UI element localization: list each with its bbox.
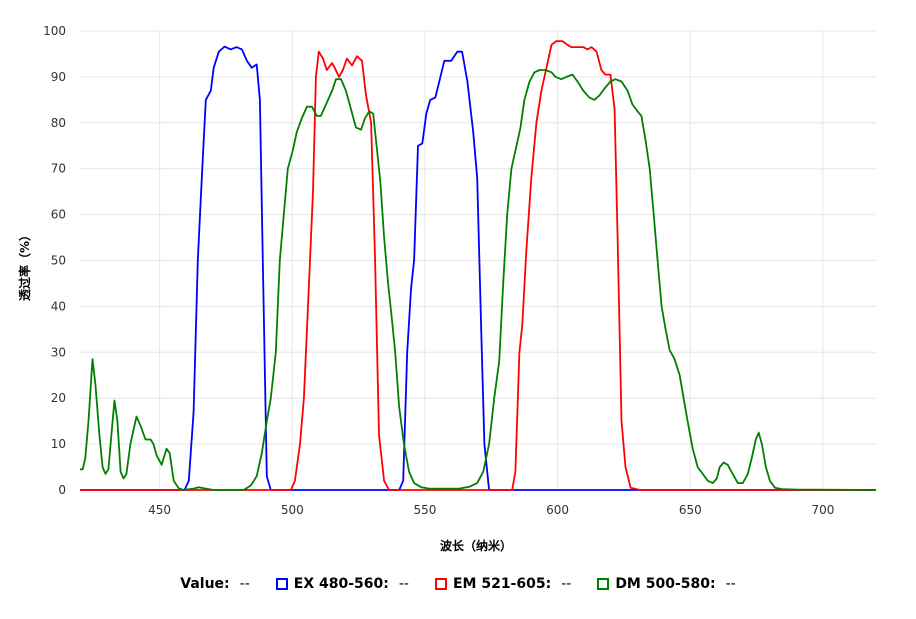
y-tick-label: 100 bbox=[43, 24, 66, 38]
series-line-2 bbox=[80, 69, 877, 491]
y-tick-label: 30 bbox=[51, 345, 66, 359]
legend-item-ex[interactable]: EX 480-560: -- bbox=[275, 576, 409, 592]
y-tick-label: 50 bbox=[51, 254, 66, 268]
grid bbox=[80, 30, 876, 491]
y-tick-label: 80 bbox=[51, 116, 66, 130]
legend-readout: -- bbox=[725, 576, 736, 592]
legend-item-dm[interactable]: DM 500-580: -- bbox=[597, 576, 736, 592]
y-tick-label: 0 bbox=[58, 483, 66, 497]
legend-value-label: Value: bbox=[180, 576, 230, 592]
x-axis-title: 波长（纳米） bbox=[440, 538, 512, 553]
y-tick-label: 60 bbox=[51, 208, 66, 222]
y-tick-label: 70 bbox=[51, 162, 66, 176]
legend-swatch-icon bbox=[597, 578, 610, 590]
x-tick-label: 600 bbox=[546, 503, 569, 517]
legend-label: DM 500-580: bbox=[615, 576, 716, 592]
y-tick-label: 10 bbox=[51, 437, 66, 451]
y-tick-label: 20 bbox=[51, 391, 66, 405]
series-line-1 bbox=[80, 40, 876, 491]
legend: Value: -- EX 480-560: -- EM 521-605: -- … bbox=[0, 576, 916, 592]
y-axis-title: 透过率（%） bbox=[17, 229, 32, 301]
x-tick-label: 500 bbox=[281, 503, 304, 517]
legend-label: EX 480-560: bbox=[293, 576, 389, 592]
y-tick-labels: 0 10 20 30 40 50 60 70 80 90 100 bbox=[43, 24, 66, 497]
legend-value: Value: -- bbox=[180, 576, 250, 592]
legend-item-em[interactable]: EM 521-605: -- bbox=[434, 576, 572, 592]
legend-readout: -- bbox=[398, 576, 409, 592]
legend-swatch-icon bbox=[434, 578, 447, 590]
series-lines bbox=[80, 40, 877, 491]
legend-value-readout: -- bbox=[239, 576, 250, 592]
x-tick-label: 700 bbox=[811, 503, 834, 517]
x-tick-label: 650 bbox=[679, 503, 702, 517]
legend-label: EM 521-605: bbox=[452, 576, 552, 592]
transmission-chart: 0 10 20 30 40 50 60 70 80 90 100 450 500 550 600 650 70… bbox=[17, 24, 877, 553]
x-tick-label: 450 bbox=[148, 503, 171, 517]
x-tick-labels: 450 500 550 600 650 700 bbox=[148, 503, 834, 517]
legend-readout: -- bbox=[561, 576, 572, 592]
y-tick-label: 90 bbox=[51, 70, 66, 84]
series-line-0 bbox=[80, 45, 876, 491]
legend-swatch-icon bbox=[275, 578, 288, 590]
y-tick-label: 40 bbox=[51, 299, 66, 313]
x-tick-label: 550 bbox=[413, 503, 436, 517]
